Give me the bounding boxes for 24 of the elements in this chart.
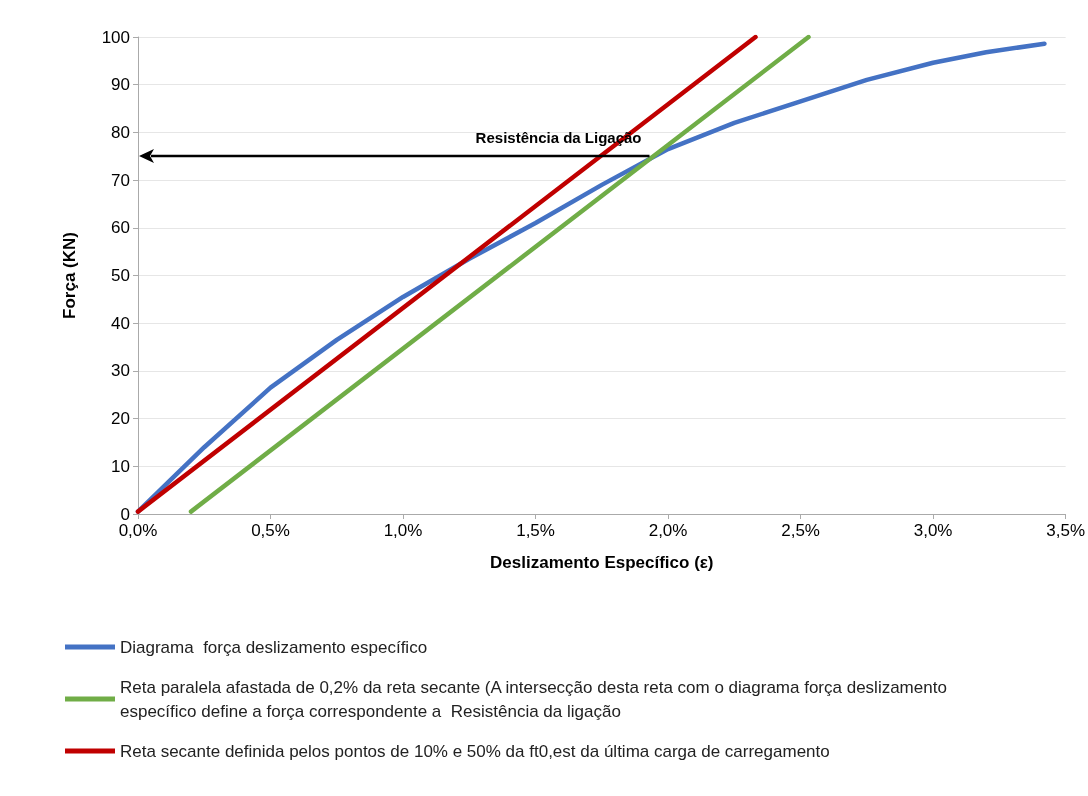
x-tick-label: 3,5% — [1046, 521, 1085, 540]
x-tick-label: 2,0% — [648, 521, 688, 540]
y-tick-label: 10 — [111, 456, 130, 476]
y-tick-label: 60 — [111, 218, 130, 238]
legend-label: Diagrama força deslizamento específico — [120, 637, 428, 657]
x-tick-label: 2,5% — [781, 521, 820, 540]
y-tick-label: 20 — [111, 409, 130, 429]
y-tick-label: 100 — [101, 27, 130, 47]
y-tick-label: 90 — [111, 75, 130, 95]
x-tick-label: 1,0% — [383, 521, 423, 540]
y-tick-label: 70 — [111, 170, 130, 190]
x-axis-title: Deslizamento Específico (ε) — [490, 553, 714, 572]
y-axis-title: Força (KN) — [60, 232, 79, 319]
legend-label: Reta paralela afastada de 0,2% da reta secante (A intersecção desta reta com o diagrama força deslizamento específico define a força correspondente a Resistência da ligação — [120, 677, 952, 721]
x-tick-label: 0,5% — [251, 521, 290, 540]
y-tick-label: 30 — [111, 361, 130, 381]
x-tick-label: 1,5% — [516, 521, 555, 540]
legend-label: Reta secante definida pelos pontos de 10% e 50% da ft0,est da última carga de carregamento — [120, 741, 830, 761]
x-tick-label: 0,0% — [118, 521, 158, 540]
x-tick-label: 3,0% — [913, 521, 953, 540]
y-tick-label: 40 — [111, 313, 130, 333]
y-tick-label: 80 — [111, 122, 130, 142]
y-tick-label: 50 — [111, 266, 130, 285]
y-tick-label: 0 — [120, 504, 130, 524]
